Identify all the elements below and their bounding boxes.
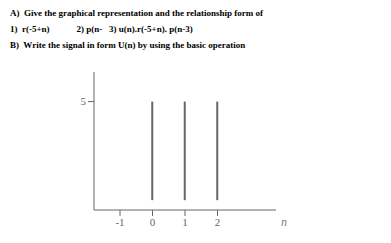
svg-text:2: 2	[215, 216, 221, 228]
html-text:A) Give the graphical represen: A) Give the graphical representation and…	[10, 8, 263, 18]
html-text:B) Write the signal in form U(: B) Write the signal in form U(n) by usin…	[10, 40, 246, 50]
svg-text:1: 1	[182, 216, 188, 228]
svg-text:-1: -1	[115, 216, 124, 228]
html-text:1) r(-5+n) 2) p(n- 3) u(n).r(-: 1) r(-5+n) 2) p(n- 3) u(n).r(-5+n). p(n-…	[10, 24, 193, 34]
svg-text:0: 0	[150, 216, 156, 228]
svg-text:n: n	[281, 215, 287, 229]
svg-text:5: 5	[81, 95, 87, 107]
